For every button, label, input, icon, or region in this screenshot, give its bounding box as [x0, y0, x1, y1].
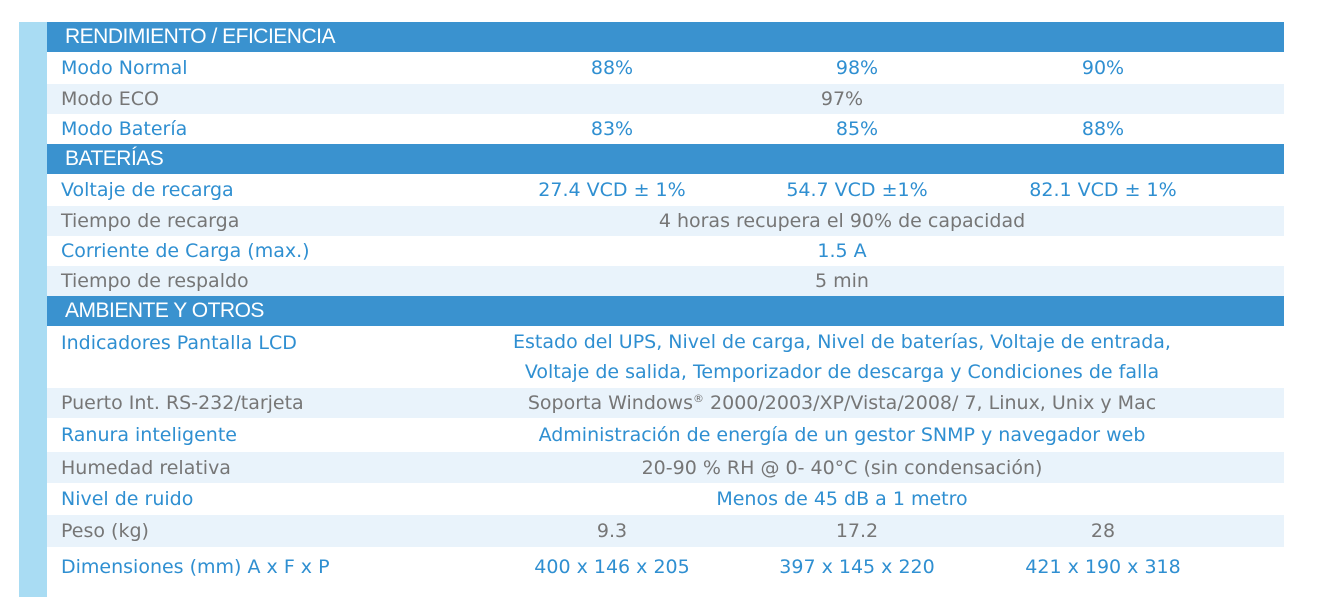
table-row: Humedad relativa 20-90 % RH @ 0- 40°C (s…	[47, 452, 1284, 483]
section-title: RENDIMIENTO / EFICIENCIA	[65, 25, 335, 48]
row-label: Modo ECO	[61, 88, 159, 110]
value-col3: 421 x 190 x 318	[1025, 556, 1181, 578]
row-label: Voltaje de recarga	[61, 179, 234, 201]
value-col2: 54.7 VCD ±1%	[786, 179, 928, 201]
value-col3: 88%	[1081, 118, 1125, 140]
row-label: Dimensiones (mm) A x F x P	[61, 556, 330, 578]
table-row: Modo Normal 88% 98% 90%	[47, 52, 1284, 84]
value-line: Estado del UPS, Nivel de carga, Nivel de…	[513, 331, 1171, 353]
value-span: 97%	[820, 88, 864, 110]
value-span: 1.5 A	[817, 240, 867, 262]
row-label: Tiempo de recarga	[61, 210, 240, 232]
value-text: Soporta Windows	[527, 392, 693, 415]
section-title: AMBIENTE Y OTROS	[65, 299, 264, 322]
row-label: Indicadores Pantalla LCD	[61, 332, 297, 354]
side-accent-bar	[19, 22, 47, 597]
value-span: Administración de energía de un gestor S…	[538, 424, 1146, 446]
table-row: Voltaje de recarga 27.4 VCD ± 1% 54.7 VC…	[47, 174, 1284, 206]
value-col2: 397 x 145 x 220	[779, 556, 935, 578]
row-label: Modo Batería	[61, 118, 188, 140]
table-row: Tiempo de respaldo 5 min	[47, 266, 1284, 296]
section-title: BATERÍAS	[65, 147, 164, 170]
row-label: Nivel de ruido	[61, 488, 194, 510]
row-label: Corriente de Carga (max.)	[61, 240, 310, 262]
table-row: Ranura inteligente Administración de ene…	[47, 418, 1284, 452]
value-col1: 9.3	[596, 520, 628, 542]
value-col1: 400 x 146 x 205	[534, 556, 690, 578]
value-col1: 88%	[590, 57, 634, 79]
row-label: Humedad relativa	[61, 456, 231, 479]
value-col3: 28	[1090, 520, 1116, 542]
table-row: Tiempo de recarga 4 horas recupera el 90…	[47, 206, 1284, 236]
row-label: Modo Normal	[61, 57, 188, 79]
table-row: Indicadores Pantalla LCD Estado del UPS,…	[47, 326, 1284, 388]
table-row: Dimensiones (mm) A x F x P 400 x 146 x 2…	[47, 547, 1284, 587]
value-col1: 27.4 VCD ± 1%	[538, 179, 686, 201]
section-header-efficiency: RENDIMIENTO / EFICIENCIA	[47, 22, 1284, 52]
value-span: Soporta Windows® 2000/2003/XP/Vista/2008…	[528, 392, 1156, 414]
value-col1: 83%	[590, 118, 634, 140]
value-col2: 98%	[835, 57, 879, 79]
row-label: Tiempo de respaldo	[61, 270, 249, 292]
value-col3: 90%	[1081, 57, 1125, 79]
table-row: Corriente de Carga (max.) 1.5 A	[47, 236, 1284, 266]
value-span: Menos de 45 dB a 1 metro	[716, 488, 968, 510]
value-col3: 82.1 VCD ± 1%	[1029, 179, 1177, 201]
table-row: Modo Batería 83% 85% 88%	[47, 114, 1284, 144]
row-label: Peso (kg)	[61, 520, 149, 542]
value-line: Voltaje de salida, Temporizador de desca…	[524, 361, 1160, 383]
value-span: 4 horas recupera el 90% de capacidad	[658, 210, 1026, 232]
value-span: 20-90 % RH @ 0- 40°C (sin condensación)	[641, 456, 1043, 479]
table-row: Modo ECO 97%	[47, 84, 1284, 114]
spec-table: RENDIMIENTO / EFICIENCIA Modo Normal 88%…	[47, 22, 1284, 587]
registered-mark: ®	[692, 391, 704, 405]
value-span: Estado del UPS, Nivel de carga, Nivel de…	[513, 327, 1171, 387]
value-text: 2000/2003/XP/Vista/2008/ 7, Linux, Unix …	[703, 392, 1157, 415]
row-label: Puerto Int. RS-232/tarjeta	[61, 392, 304, 414]
table-row: Puerto Int. RS-232/tarjeta Soporta Windo…	[47, 388, 1284, 418]
table-row: Nivel de ruido Menos de 45 dB a 1 metro	[47, 483, 1284, 515]
value-col2: 85%	[835, 118, 879, 140]
row-label: Ranura inteligente	[61, 424, 237, 446]
value-span: 5 min	[815, 270, 869, 292]
section-header-environment: AMBIENTE Y OTROS	[47, 296, 1284, 326]
section-header-batteries: BATERÍAS	[47, 144, 1284, 174]
value-col2: 17.2	[835, 520, 879, 542]
table-row: Peso (kg) 9.3 17.2 28	[47, 515, 1284, 547]
